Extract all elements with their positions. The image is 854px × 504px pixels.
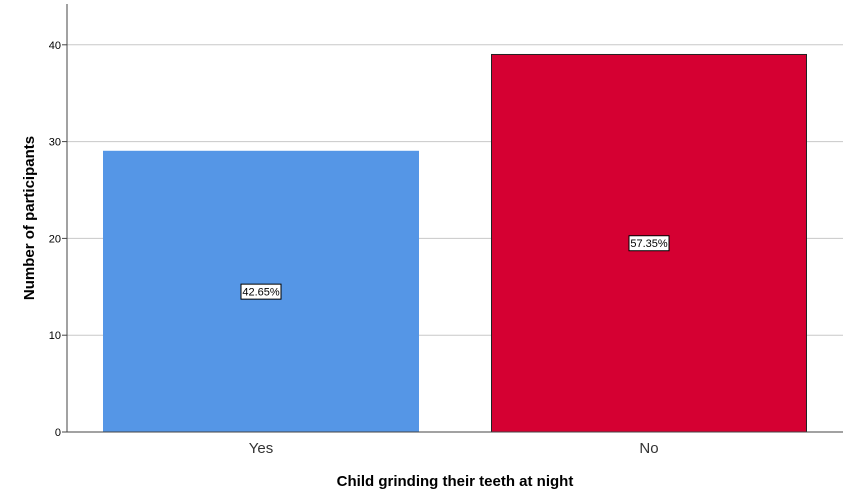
y-axis-title: Number of participants (21, 136, 38, 300)
data-labels: 42.65% 57.35% (240, 235, 670, 300)
data-label-box (628, 235, 670, 252)
y-tick-label: 30 (49, 137, 61, 149)
y-tick-label: 20 (49, 233, 61, 245)
y-tick-label: 40 (49, 40, 61, 52)
data-label-yes: 42.65% (240, 283, 282, 300)
x-tick-label: No (639, 440, 658, 457)
y-tick-labels: 0 10 20 30 40 (49, 40, 67, 439)
axes (66, 4, 843, 433)
data-label-no: 57.35% (628, 235, 670, 252)
y-tick-label: 0 (55, 427, 61, 439)
bars (103, 53, 807, 433)
data-label-text: 57.35% (630, 238, 668, 250)
x-tick-label: Yes (249, 440, 273, 457)
x-tick-labels: Yes No (249, 440, 659, 457)
data-label-box (240, 283, 282, 300)
x-axis-title: Child grinding their teeth at night (337, 473, 574, 490)
y-tick-label: 10 (49, 330, 61, 342)
data-label-text: 42.65% (242, 287, 280, 299)
